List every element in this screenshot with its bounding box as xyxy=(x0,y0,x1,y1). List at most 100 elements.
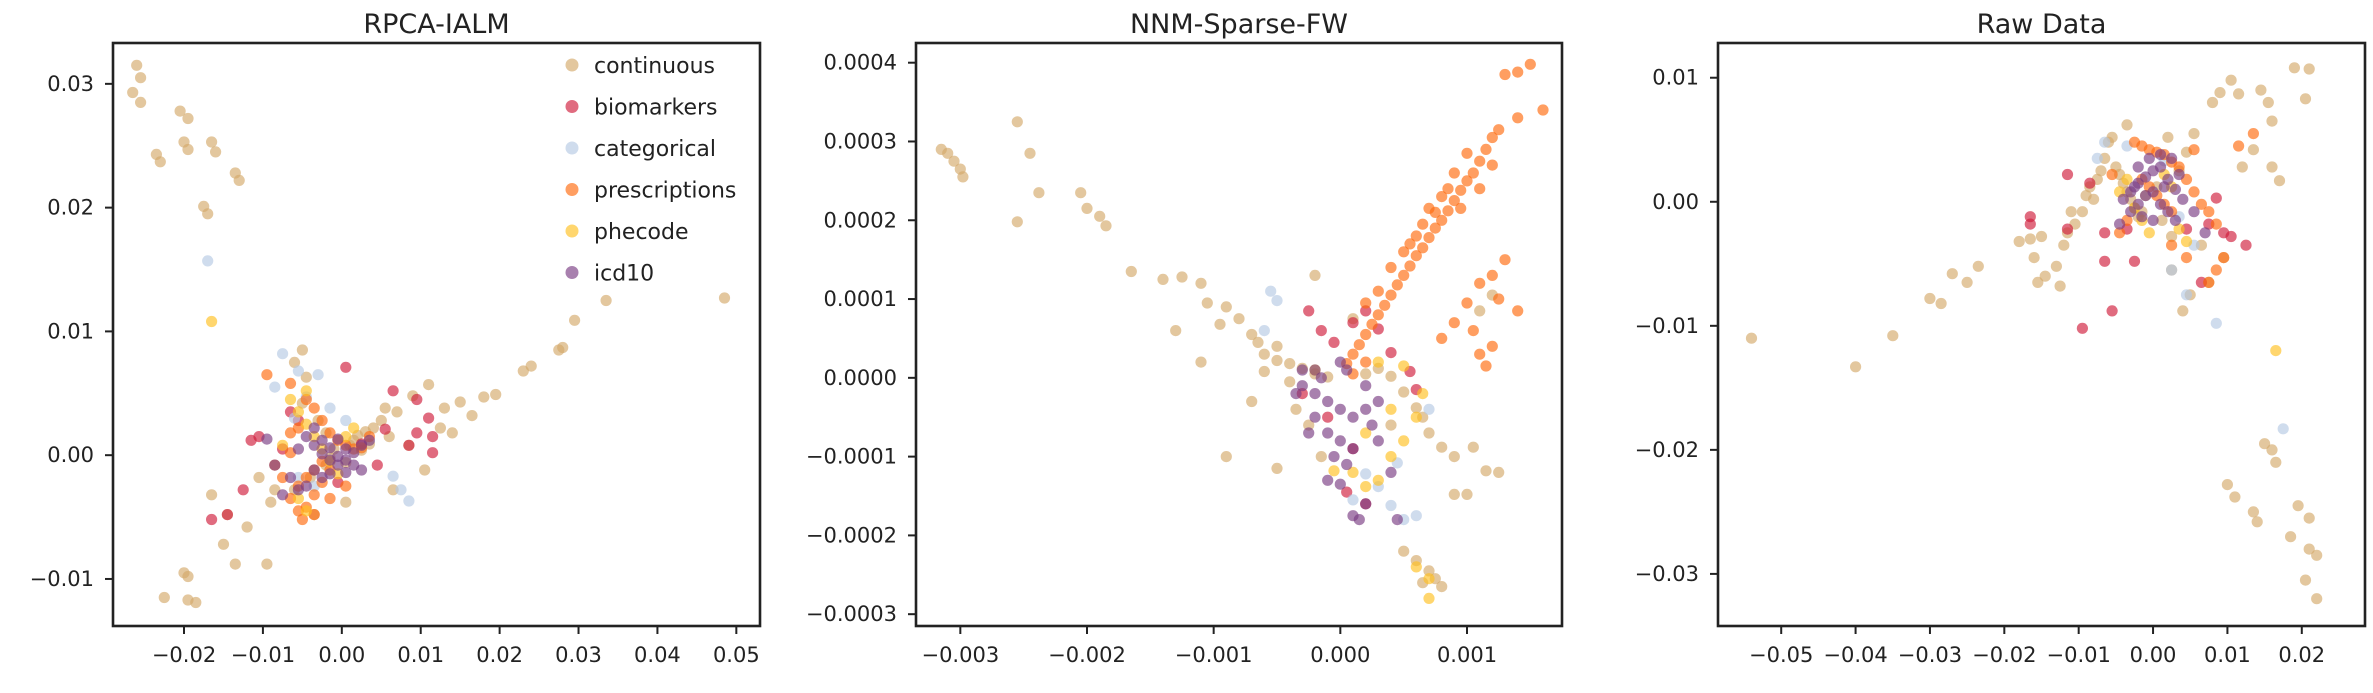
point-icd10 xyxy=(277,489,289,501)
point-prescriptions xyxy=(2195,198,2207,210)
x-tick-label: −0.003 xyxy=(921,643,999,667)
point-continuous xyxy=(1448,488,1460,500)
point-phecode xyxy=(1423,592,1435,605)
point-biomarkers xyxy=(1347,317,1359,329)
point-prescriptions xyxy=(1379,299,1391,311)
point-icd10 xyxy=(1296,364,1308,376)
point-phecode xyxy=(1360,481,1372,493)
point-phecode xyxy=(292,406,304,418)
point-icd10 xyxy=(2147,186,2159,198)
point-phecode xyxy=(1398,360,1410,372)
point-continuous xyxy=(466,410,478,422)
point-prescriptions xyxy=(2203,276,2215,288)
point-icd10 xyxy=(340,466,352,479)
point-continuous xyxy=(1745,332,1758,344)
legend-marker xyxy=(565,100,579,113)
point-prescriptions xyxy=(1512,305,1524,317)
point-continuous xyxy=(1284,376,1296,388)
point-biomarkers xyxy=(2084,177,2096,189)
point-prescriptions xyxy=(2210,218,2222,230)
legend-item-continuous: continuous xyxy=(565,54,715,79)
point-biomarkers xyxy=(1385,347,1397,359)
point-prescriptions xyxy=(1486,131,1498,144)
point-continuous xyxy=(217,538,230,550)
y-tick-label: 0.00 xyxy=(47,443,94,467)
legend-label: biomarkers xyxy=(594,96,718,121)
point-prescriptions xyxy=(1372,309,1384,321)
point-prescriptions xyxy=(2188,186,2200,198)
point-continuous xyxy=(391,406,403,418)
point-biomarkers xyxy=(1360,305,1372,317)
point-icd10 xyxy=(1309,411,1321,423)
point-continuous xyxy=(2236,161,2248,173)
y-tick-label: 0.0002 xyxy=(824,208,897,232)
point-continuous xyxy=(2035,230,2048,243)
point-prescriptions xyxy=(1455,184,1467,196)
point-phecode xyxy=(1372,474,1384,486)
point-continuous xyxy=(1170,325,1182,337)
point-biomarkers xyxy=(237,484,249,496)
points-group xyxy=(935,58,1549,605)
point-continuous xyxy=(2039,270,2051,282)
point-icd10 xyxy=(324,468,336,480)
point-continuous xyxy=(2013,235,2025,248)
point-continuous xyxy=(478,391,490,403)
legend-label: categorical xyxy=(594,137,716,162)
point-icd10 xyxy=(2188,206,2200,218)
point-icd10 xyxy=(2140,171,2152,183)
point-icd10 xyxy=(1309,388,1321,400)
point-prescriptions xyxy=(1448,195,1460,207)
point-continuous xyxy=(2162,131,2174,143)
x-tick-label: 0.05 xyxy=(713,643,760,667)
point-continuous xyxy=(1946,268,1958,280)
point-categorical xyxy=(395,484,407,496)
point-continuous xyxy=(1961,276,1973,288)
point-icd10 xyxy=(1391,514,1403,526)
point-categorical xyxy=(1385,499,1397,512)
point-continuous xyxy=(1195,356,1207,368)
point-prescriptions xyxy=(1398,246,1410,258)
point-categorical xyxy=(1347,494,1359,506)
point-continuous xyxy=(2247,506,2259,518)
point-icd10 xyxy=(1334,478,1346,490)
legend-marker xyxy=(565,183,579,196)
point-continuous xyxy=(190,596,202,609)
point-icd10 xyxy=(1322,474,1334,486)
point-prescriptions xyxy=(300,471,312,484)
point-continuous xyxy=(2233,88,2245,100)
point-continuous xyxy=(2225,74,2237,86)
x-tick-label: 0.00 xyxy=(318,643,365,667)
point-icd10 xyxy=(316,448,328,460)
plot-frame xyxy=(914,41,1564,628)
panel-title: Raw Data xyxy=(1977,9,2107,40)
point-continuous xyxy=(2299,574,2312,586)
point-icd10 xyxy=(1366,419,1378,431)
point-continuous xyxy=(2050,260,2062,272)
point-prescriptions xyxy=(2106,168,2118,181)
point-phecode xyxy=(1385,403,1397,415)
point-prescriptions xyxy=(1423,232,1435,244)
point-prescriptions xyxy=(1385,261,1397,274)
point-continuous xyxy=(2088,193,2100,205)
point-continuous xyxy=(2255,84,2267,96)
point-continuous xyxy=(942,147,954,159)
point-prescriptions xyxy=(1417,218,1429,230)
point-phecode xyxy=(2143,227,2155,239)
point-phecode xyxy=(300,385,312,397)
point-prescriptions xyxy=(2180,252,2193,264)
legend-item-categorical: categorical xyxy=(565,137,716,162)
point-icd10 xyxy=(355,464,368,476)
point-continuous xyxy=(569,314,581,326)
point-continuous xyxy=(1398,386,1410,398)
y-tick-label: −0.01 xyxy=(30,567,94,591)
point-prescriptions xyxy=(1410,250,1422,262)
point-continuous xyxy=(1125,265,1137,278)
point-continuous xyxy=(2292,500,2304,512)
legend-marker xyxy=(565,224,579,238)
legend-label: continuous xyxy=(594,54,715,79)
point-biomarkers xyxy=(2024,218,2036,230)
point-biomarkers xyxy=(2128,255,2141,267)
point-prescriptions xyxy=(1474,183,1486,195)
point-categorical xyxy=(292,471,304,484)
point-icd10 xyxy=(1322,427,1334,439)
